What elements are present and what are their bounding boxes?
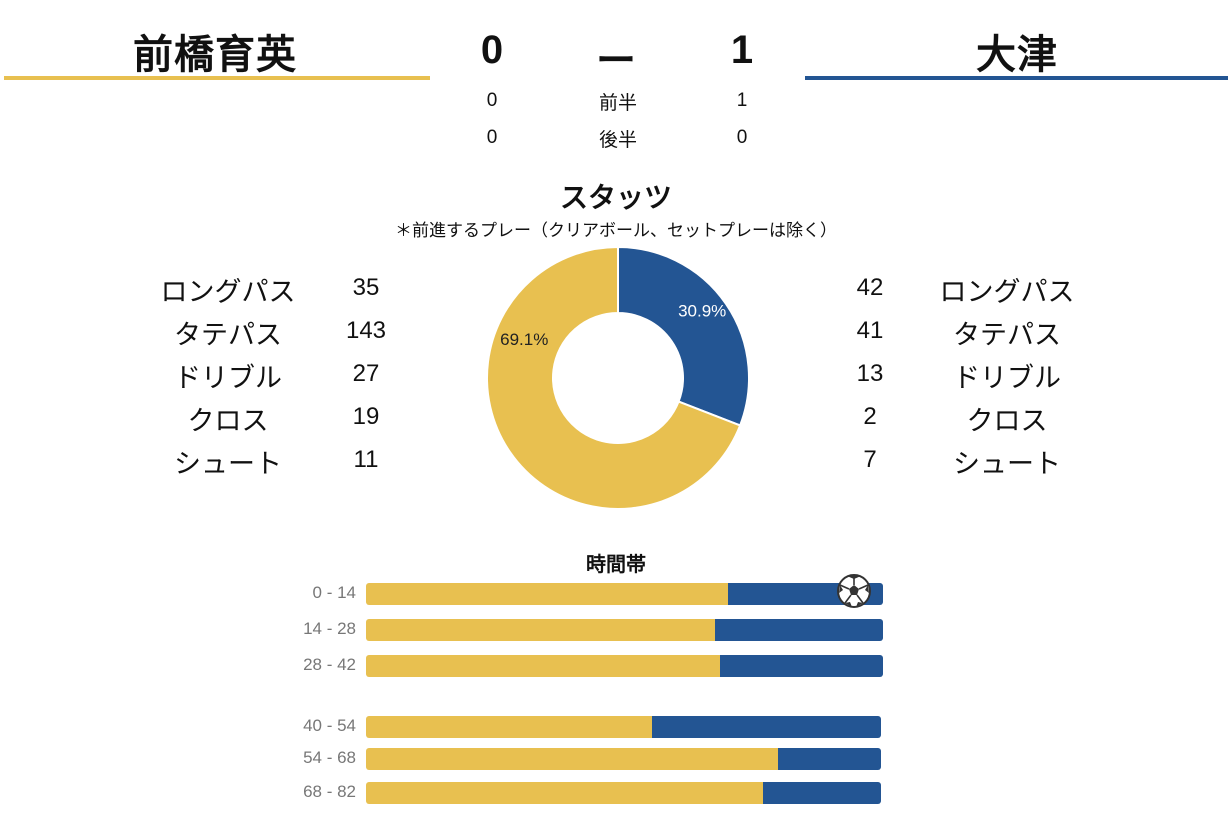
home-stat-label-long-pass: ロングパス <box>160 277 296 308</box>
time-bands-title: 時間帯 <box>586 552 646 576</box>
home-stat-value-vertical-pass: 143 <box>345 317 387 344</box>
time-band-home-segment <box>366 716 652 738</box>
score-separator: ー <box>596 39 636 83</box>
time-band-away-segment <box>714 619 883 641</box>
away-stat-label-cross: クロス <box>966 406 1048 437</box>
time-band-label: 0 - 14 <box>312 583 356 602</box>
second-half-away-score: 0 <box>736 127 748 148</box>
time-band-label: 40 - 54 <box>303 716 356 735</box>
donut-label-home: 69.1% <box>500 330 548 349</box>
soccer-ball-icon <box>837 574 871 608</box>
second-half-label: 後半 <box>598 130 637 151</box>
donut-slice-home <box>486 246 742 510</box>
home-stat-value-dribble: 27 <box>352 360 380 387</box>
home-stat-value-cross: 19 <box>352 403 380 430</box>
away-team-name: 大津 <box>976 32 1058 78</box>
away-stat-label-shoot: シュート <box>953 449 1061 480</box>
away-stat-value-dribble: 13 <box>856 360 884 387</box>
time-band-bar <box>366 716 881 738</box>
time-band-away-segment <box>651 716 881 738</box>
home-team-name: 前橋育英 <box>133 32 297 78</box>
first-half-home-score: 0 <box>486 90 498 111</box>
away-stat-value-vertical-pass: 41 <box>856 317 884 344</box>
first-half-label: 前半 <box>598 93 637 114</box>
first-half-away-score: 1 <box>736 90 748 111</box>
away-stat-value-cross: 2 <box>863 403 877 430</box>
time-band-label: 28 - 42 <box>303 655 356 674</box>
home-stat-label-dribble: ドリブル <box>174 363 282 394</box>
time-band-home-segment <box>366 583 728 605</box>
home-stat-label-vertical-pass: タテパス <box>174 320 282 351</box>
time-band-label: 68 - 82 <box>303 782 356 801</box>
time-band-away-segment <box>720 655 883 677</box>
home-stat-label-shoot: シュート <box>174 449 282 480</box>
time-band-home-segment <box>366 748 778 770</box>
time-band-away-segment <box>778 748 881 770</box>
stats-title: スタッツ <box>559 181 672 214</box>
time-band-bar <box>366 583 883 605</box>
time-band-home-segment <box>366 619 715 641</box>
time-band-bar <box>366 748 881 770</box>
home-team-underline <box>4 76 430 80</box>
time-band-home-segment <box>366 655 721 677</box>
time-band-label: 54 - 68 <box>303 748 356 767</box>
away-score: 1 <box>730 28 754 72</box>
away-stat-value-shoot: 7 <box>863 446 877 473</box>
time-band-bar <box>366 782 881 804</box>
second-half-home-score: 0 <box>486 127 498 148</box>
time-band-bar <box>366 655 883 677</box>
time-band-home-segment <box>366 782 763 804</box>
away-stat-value-long-pass: 42 <box>856 274 884 301</box>
donut-label-away: 30.9% <box>678 301 726 320</box>
away-stat-label-dribble: ドリブル <box>953 363 1061 394</box>
time-band-bar <box>366 619 883 641</box>
home-stat-value-shoot: 11 <box>353 446 379 473</box>
stats-note: ＊前進するプレー（クリアボール、セットプレーは除く） <box>395 221 837 241</box>
time-band-away-segment <box>762 782 881 804</box>
share-donut-chart: 30.9% 69.1% <box>486 246 750 510</box>
away-stat-label-vertical-pass: タテパス <box>953 320 1061 351</box>
away-stat-label-long-pass: ロングパス <box>939 277 1075 308</box>
home-score: 0 <box>480 28 504 72</box>
home-stat-label-cross: クロス <box>187 406 269 437</box>
donut-slice-away <box>617 246 750 427</box>
time-band-label: 14 - 28 <box>303 619 356 638</box>
away-team-underline <box>805 76 1228 80</box>
home-stat-value-long-pass: 35 <box>352 274 380 301</box>
